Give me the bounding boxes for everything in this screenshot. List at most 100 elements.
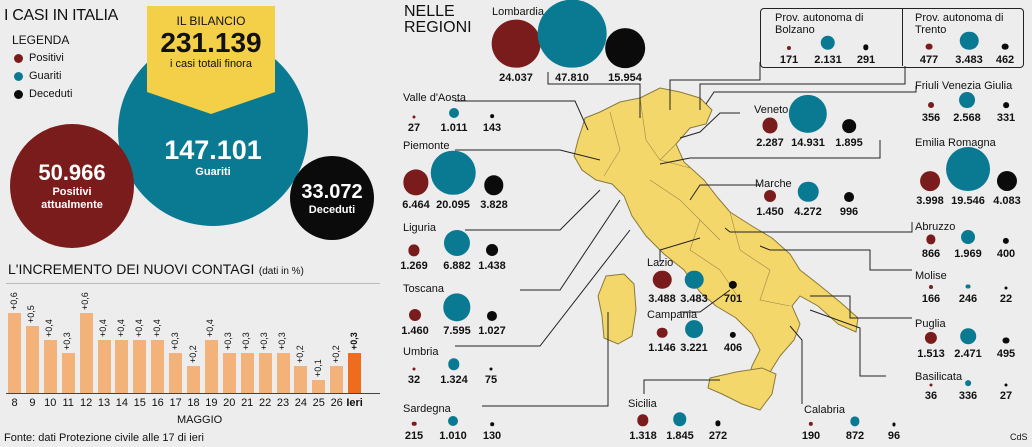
bar [294,366,308,393]
x-tick-label: 23 [276,397,290,409]
source-note: Fonte: dati Protezione civile alle 17 di… [4,432,204,444]
deceduti-bubble [490,422,494,426]
deceduti-value: 291 [856,54,876,66]
positivi-value: 171 [779,54,799,66]
deceduti-bubble [1002,337,1010,344]
region-name: Emilia Romagna [915,137,996,149]
guariti-value: 336 [958,390,978,402]
positivi-value: 3.998 [916,195,944,207]
positivi-value: 3.488 [648,293,676,305]
guariti-bubble [443,229,471,256]
deceduti-value: 1.438 [478,260,506,272]
guariti-bubble [946,147,990,191]
guariti-value: 2.568 [953,112,981,124]
guariti-value: 2.471 [954,348,982,360]
bar [276,353,290,393]
region-name: Sicilia [628,398,657,410]
deceduti-value: 495 [996,348,1016,360]
positivi-value: 477 [919,54,939,66]
guariti-bubble [820,35,836,50]
legend-title: LEGENDA [12,33,70,47]
deceduti-bubble [844,192,854,202]
region-name: Prov. autonoma di Bolzano [775,12,864,36]
guariti-value: 1.011 [440,122,468,134]
guariti-value: 3.483 [680,293,708,305]
deceduti-bubble [486,244,498,256]
guariti-bubble [685,320,703,338]
bar [240,353,254,393]
deceduti-bubble [1003,102,1009,108]
guariti-value: 1.010 [439,430,467,442]
deceduti-value: 130 [482,430,502,442]
x-tick-label: 18 [187,397,200,409]
positivi-bubble [652,270,672,289]
guariti-bubble [960,328,976,344]
deceduti-value: 701 [723,293,743,305]
deceduti-bubble [1001,43,1009,50]
deceduti-total-value: 33.072 [301,180,363,203]
positivi-bubble [409,309,421,321]
region-name: Prov. autonoma di Trento [915,12,1004,36]
positivi-value: 1.513 [917,348,945,360]
guariti-total-label: Guariti [195,165,231,178]
positivi-value: 215 [404,430,424,442]
deceduti-bubble [996,170,1018,191]
region-borders [603,97,791,307]
positivi-value: 1.460 [401,325,429,337]
positivi-bubble [637,414,649,426]
guariti-value: 872 [845,430,865,442]
bar [61,353,75,393]
chart-title: L'INCREMENTO DEI NUOVI CONTAGI (dati in … [8,261,304,279]
guariti-value: 47.810 [555,72,589,84]
region-name: Toscana [403,283,444,295]
bar [133,339,147,393]
legend-label: Guariti [29,70,62,82]
deceduti-bubble [1004,383,1008,386]
deceduti-value: 15.954 [608,72,642,84]
leader-lines [455,62,917,407]
regions-title: NELLE REGIONI [404,3,472,36]
legend-label: Positivi [29,52,64,64]
bar [312,379,326,393]
deceduti-bubble [489,367,493,370]
x-axis-label: MAGGIO [177,414,223,426]
legend-label: Deceduti [29,88,73,100]
region-name: Piemonte [403,140,450,152]
region-name: Calabria [804,404,845,416]
chart-title-unit: (dati in %) [258,266,304,277]
deceduti-bubble [486,310,498,321]
positivi-value: 27 [407,122,421,134]
bar [222,353,236,393]
x-tick-label: 13 [97,397,111,409]
guariti-dot-icon [14,71,23,81]
positivi-bubble [929,383,933,386]
bilancio-banner: IL BILANCIO 231.139 i casi totali finora [147,6,275,92]
deceduti-bubble [605,28,645,68]
bar [115,339,129,393]
deceduti-bubble [892,422,896,426]
region-name: Valle d'Aosta [403,92,467,104]
deceduti-bubble [715,420,721,426]
region-name: Marche [755,178,792,190]
deceduti-bubble [863,44,869,50]
deceduti-value: 996 [839,206,859,218]
deceduti-bubble [1002,237,1010,244]
guariti-value: 6.882 [443,260,471,272]
x-tick-label: Ieri [346,397,363,409]
banner-subtitle: i casi totali finora [170,58,252,70]
positivi-bubble [408,244,420,256]
bar [169,353,183,393]
positivi-value: 24.037 [499,72,533,84]
guariti-bubble [673,412,687,426]
deceduti-value: 406 [723,342,743,354]
positivi-bubble [928,284,934,289]
guariti-bubble [448,416,458,426]
guariti-total-circle: 147.101 Guariti [118,36,308,226]
x-tick-label: 12 [79,397,93,409]
deceduti-bubble [842,119,856,133]
positivi-bubble [924,331,938,344]
deceduti-total-label: Deceduti [308,203,356,216]
x-tick-label: 20 [223,397,236,409]
prov-autonome-box [760,8,1024,68]
guariti-bubble [788,94,828,133]
